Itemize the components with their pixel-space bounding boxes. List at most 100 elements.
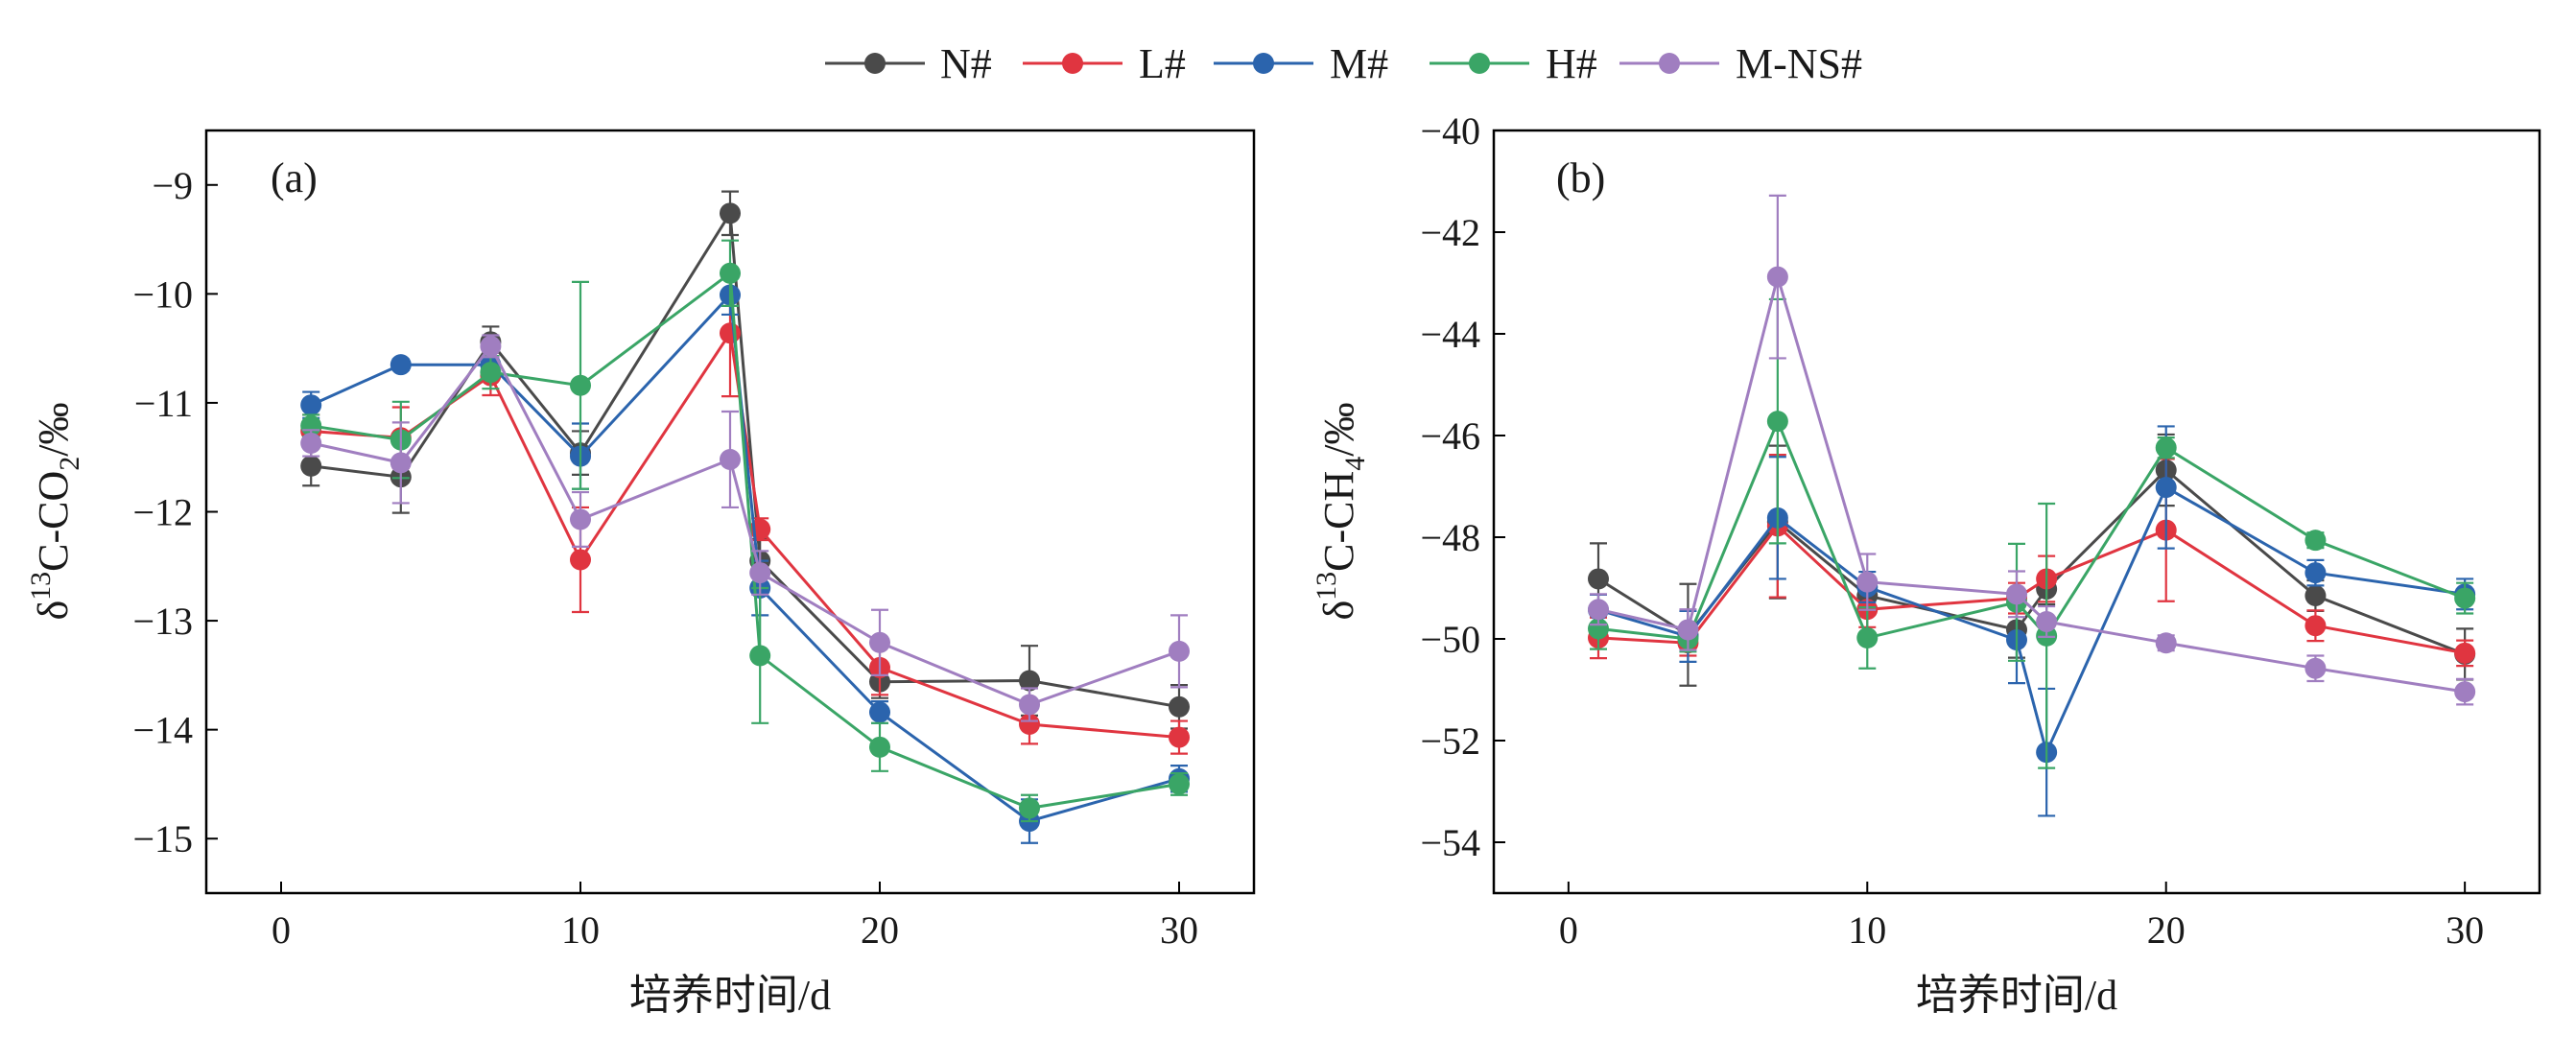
panel-a-point-m-ns [749, 562, 771, 584]
panel-a-y-axis-label-prefix: δ [30, 601, 77, 621]
panel-a-x-tick-label: 20 [861, 908, 899, 952]
panel-b-y-tick-label: −52 [1420, 719, 1480, 763]
panel-a-y-tick-label: −12 [132, 491, 193, 534]
panel-a-point-m-ns [390, 452, 412, 474]
panel-b-y-axis-label-prefix: δ [1315, 601, 1362, 621]
panel-b-point-m [2304, 562, 2327, 584]
panel-a-series-m-ns [300, 334, 1190, 722]
legend-marker-h [1469, 53, 1490, 74]
panel-a-x-tick-label: 0 [272, 908, 291, 952]
panel-a-point-h [720, 262, 741, 284]
panel-a-y-tick-label: −13 [132, 600, 193, 643]
panel-a-point-n [720, 202, 741, 224]
panel-b-y-tick-label: −40 [1420, 109, 1480, 153]
panel-a-series-m [300, 273, 1190, 844]
panel-b-point-m-ns [1588, 599, 1609, 621]
panel-a-point-m-ns [720, 448, 741, 470]
legend-marker-m-ns [1659, 53, 1680, 74]
panel-b-point-m-ns [2006, 583, 2027, 605]
panel-b-y-tick-label: −46 [1420, 414, 1480, 458]
panel-a-point-l [1169, 726, 1190, 748]
panel-b-y-tick-label: −44 [1420, 313, 1480, 356]
panel-a-point-m-ns [869, 631, 890, 653]
panel-a-y-axis-label: δ13C-CO2/‰ [25, 402, 85, 620]
panel-a-y-axis-label-suffix: /‰ [30, 402, 77, 456]
panel-b-point-m [2155, 477, 2177, 499]
panel-b-y-tick-label: −54 [1420, 821, 1480, 864]
panel-b-point-h [2155, 436, 2177, 459]
legend-label-h: H# [1546, 40, 1597, 87]
panel-b-y-axis-label: δ13C-CH4/‰ [1311, 402, 1371, 620]
panel-a-point-h [480, 362, 502, 384]
panel-a-point-l [1019, 713, 1040, 735]
panel-b-y-tick-label: −48 [1420, 516, 1480, 559]
panel-a-point-m-ns [300, 432, 322, 454]
panel-b-point-m-ns [2454, 681, 2476, 703]
panel-b-point-h [2454, 587, 2476, 609]
panel-a-point-h [1169, 773, 1190, 795]
panel-a-x-tick-label: 10 [561, 908, 600, 952]
panel-b-y-axis-label-suffix: /‰ [1315, 402, 1362, 456]
panel-a-point-n [1169, 695, 1190, 718]
panel-b-point-h [1766, 411, 1788, 433]
panel-a-x-tick-label: 30 [1160, 908, 1198, 952]
panel-a-point-n [300, 455, 322, 477]
panel-b-frame [1492, 129, 2541, 895]
panel-a-co2: 0 10 20 30 −15 −14 −13 −12 −11 −10 −9 (a) 培养时间/d δ… [25, 129, 1256, 1019]
panel-b-y-axis-label-main: C-CH [1315, 471, 1362, 572]
legend-marker-l [1062, 53, 1083, 74]
panel-a-point-n [1019, 670, 1040, 692]
panel-b-y-axis-label-sup: 13 [1311, 572, 1342, 601]
panel-a-point-h [570, 374, 591, 396]
panel-b-x-tick-label: 0 [1559, 908, 1578, 952]
legend-marker-n [864, 53, 886, 74]
panel-a-y-axis-label-main: C-CO [30, 471, 77, 572]
panel-b-series-m-ns [1588, 194, 2476, 706]
panel-b-point-m-ns [1677, 619, 1699, 641]
panel-a-point-m [300, 394, 322, 416]
panel-b-line-n [1597, 467, 2466, 656]
panel-a-point-m-ns [480, 335, 502, 357]
panel-b-point-n [2304, 584, 2327, 606]
legend: N# L# M# H# M-NS# [825, 40, 1862, 87]
panel-a-y-tick-label: −10 [132, 272, 193, 316]
panel-b-marks: 0 10 20 30 −54 −52 −50 −48 −46 −44 −42 −40 [1420, 109, 2484, 952]
panel-b-x-tick-label: 30 [2446, 908, 2484, 952]
legend-label-m: M# [1330, 40, 1388, 87]
panel-b-label: (b) [1556, 154, 1605, 201]
legend-marker-m [1253, 53, 1274, 74]
panel-a-y-axis-label-sub: 2 [54, 457, 85, 471]
panel-b-point-h [1856, 626, 1879, 648]
panel-a-point-h [749, 645, 771, 667]
panel-b-point-l [2304, 615, 2327, 637]
panel-b-point-h [1588, 618, 1609, 640]
panel-b-point-l [2454, 642, 2476, 664]
panel-b-y-tick-label: −50 [1420, 618, 1480, 661]
panel-a-y-axis-label-sup: 13 [25, 572, 57, 601]
panel-a-point-m [390, 354, 412, 376]
panel-a-series-h [300, 239, 1190, 823]
panel-a-marks: 0 10 20 30 −15 −14 −13 −12 −11 −10 −9 [132, 164, 1198, 952]
panel-a-point-m-ns [570, 508, 591, 530]
panel-a-y-tick-label: −11 [134, 382, 193, 425]
legend-label-l: L# [1139, 40, 1186, 87]
panel-b-point-m-ns [2304, 657, 2327, 679]
panel-b-ch4: 0 10 20 30 −54 −52 −50 −48 −46 −44 −42 −40 (b) 培养时间… [1311, 109, 2541, 1019]
panel-a-label: (a) [271, 154, 318, 201]
panel-b-point-m-ns [1766, 266, 1788, 288]
panel-b-x-axis-label: 培养时间/d [1916, 972, 2117, 1019]
panel-a-point-l [570, 549, 591, 571]
panel-b-x-tick-label: 10 [1848, 908, 1886, 952]
panel-a-y-tick-label: −15 [132, 817, 193, 860]
panel-a-point-h [1019, 797, 1040, 819]
panel-a-point-l [720, 322, 741, 344]
panel-b-point-m-ns [1856, 571, 1879, 593]
panel-a-point-m-ns [1019, 694, 1040, 716]
panel-a-x-axis-label: 培养时间/d [629, 972, 831, 1019]
panel-a-point-m-ns [1169, 640, 1190, 662]
panel-a-line-h [310, 270, 1180, 810]
panel-b-point-m-ns [2155, 632, 2177, 654]
panel-b-point-m-ns [2036, 610, 2058, 632]
panel-b-x-tick-label: 20 [2147, 908, 2186, 952]
panel-b-line-l [1597, 524, 2466, 655]
